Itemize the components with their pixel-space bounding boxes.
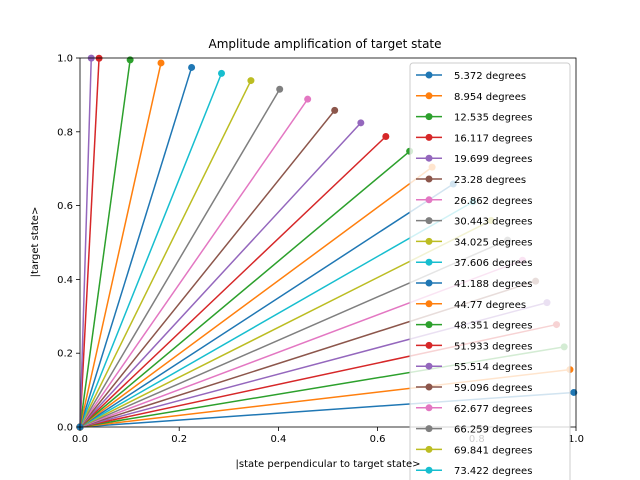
- legend-label: 55.514 degrees: [454, 362, 532, 373]
- legend-label: 66.259 degrees: [454, 425, 532, 436]
- legend-marker: [425, 466, 433, 474]
- series-endpoint: [247, 77, 255, 85]
- series-line: [79, 109, 336, 428]
- series-line: [79, 122, 362, 428]
- y-tick-label: 0.0: [57, 423, 73, 434]
- legend-label: 23.28 degrees: [454, 175, 526, 186]
- series-line: [79, 67, 193, 428]
- legend-marker: [425, 404, 433, 412]
- legend-marker: [425, 92, 433, 100]
- series-line: [79, 58, 100, 428]
- legend-label: 48.351 degrees: [454, 321, 532, 332]
- legend-label: 69.841 degrees: [454, 445, 532, 456]
- x-tick-label: 0.6: [370, 434, 386, 445]
- series-endpoint: [276, 85, 284, 93]
- legend-label: 5.372 degrees: [454, 71, 526, 82]
- legend-marker: [425, 383, 433, 391]
- x-tick-label: 0.2: [171, 434, 187, 445]
- series-endpoint: [570, 388, 578, 396]
- legend-label: 30.443 degrees: [454, 217, 532, 228]
- axes-border: [79, 57, 577, 428]
- series-endpoint: [218, 69, 226, 77]
- series-line: [79, 183, 454, 428]
- series-endpoint: [382, 132, 390, 140]
- series-endpoint: [357, 119, 365, 127]
- legend-marker: [425, 362, 433, 370]
- legend-marker: [425, 175, 433, 183]
- series-line: [79, 59, 131, 428]
- legend-label: 59.096 degrees: [454, 383, 532, 394]
- legend-label: 41.188 degrees: [454, 279, 532, 290]
- series-line: [79, 150, 411, 428]
- series-line: [79, 88, 281, 428]
- y-tick-label: 0.6: [57, 201, 73, 212]
- legend-label: 62.677 degrees: [454, 404, 532, 415]
- x-tick-label: 0.0: [72, 434, 88, 445]
- y-tick-label: 1.0: [57, 54, 73, 65]
- legend-marker: [425, 113, 433, 121]
- series-endpoint: [157, 59, 165, 67]
- legend-marker: [425, 154, 433, 162]
- chart-title: Amplitude amplification of target state: [208, 37, 441, 51]
- legend-label: 16.117 degrees: [454, 133, 532, 144]
- x-tick-label: 1.0: [568, 434, 584, 445]
- legend-marker: [425, 237, 433, 245]
- axes-frame: 0.00.20.40.60.81.00.00.20.40.60.81.0: [57, 54, 584, 446]
- series-line: [79, 98, 309, 428]
- x-tick-label: 0.4: [270, 434, 286, 445]
- series-line: [79, 201, 474, 428]
- series-line: [79, 62, 162, 428]
- series-line: [79, 58, 93, 428]
- legend-marker: [425, 133, 433, 141]
- series-line: [79, 135, 387, 428]
- legend-label: 51.933 degrees: [454, 341, 532, 352]
- legend-marker: [425, 341, 433, 349]
- series-line: [79, 166, 433, 428]
- legend-label: 34.025 degrees: [454, 237, 532, 248]
- series-line: [79, 73, 223, 428]
- legend-marker: [425, 71, 433, 79]
- legend-marker: [425, 279, 433, 287]
- legend-label: 12.535 degrees: [454, 113, 532, 124]
- legend-marker: [425, 300, 433, 308]
- legend-label: 37.606 degrees: [454, 258, 532, 269]
- legend-label: 8.954 degrees: [454, 92, 526, 103]
- legend-marker: [425, 258, 433, 266]
- series-endpoint: [126, 56, 134, 64]
- y-tick-label: 0.2: [57, 349, 73, 360]
- y-axis-label: |target state>: [30, 207, 41, 278]
- legend-marker: [425, 425, 433, 433]
- legend-box: [409, 62, 571, 480]
- series-endpoint: [331, 106, 339, 114]
- series-line: [79, 80, 252, 428]
- legend-marker: [425, 217, 433, 225]
- y-tick-label: 0.4: [57, 275, 73, 286]
- series-endpoint: [304, 95, 312, 103]
- legend-label: 73.422 degrees: [454, 466, 532, 477]
- legend-marker: [425, 196, 433, 204]
- series-endpoint: [188, 63, 196, 71]
- legend: 5.372 degrees 8.954 degrees 12.535 degrees…: [409, 62, 571, 480]
- legend-label: 19.699 degrees: [454, 154, 532, 165]
- x-axis-label: |state perpendicular to target state>: [236, 459, 421, 470]
- legend-marker: [425, 445, 433, 453]
- legend-label: 44.77 degrees: [454, 300, 526, 311]
- legend-label: 26.862 degrees: [454, 196, 532, 207]
- y-tick-label: 0.8: [57, 127, 73, 138]
- legend-marker: [425, 321, 433, 329]
